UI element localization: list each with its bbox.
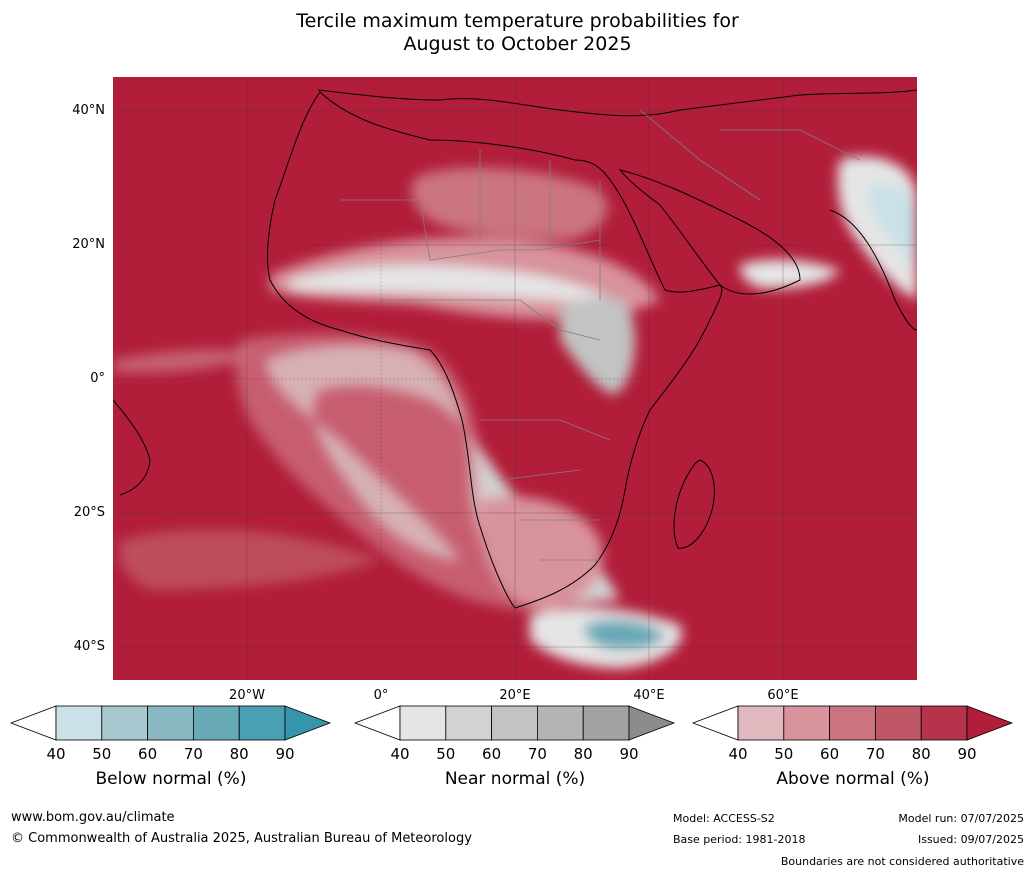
border-line (380, 299, 601, 341)
lon-label-40e: 40°E (633, 688, 665, 703)
above-normal-title: Above normal (%) (776, 769, 930, 789)
above-colorbar-tick: 80 (911, 745, 931, 763)
below-colorbar-extend-high (284, 705, 332, 741)
below-colorbar-tick: 90 (275, 745, 295, 763)
above-colorbar-segment (737, 705, 785, 741)
above-colorbar-segment (783, 705, 830, 741)
near-colorbar-tick: 40 (390, 745, 410, 763)
above-normal-colorbar (691, 705, 1014, 741)
footer-url[interactable]: www.bom.gov.au/climate (11, 810, 175, 825)
border-line (639, 109, 861, 201)
country-borders (340, 109, 861, 561)
lon-label-0: 0° (373, 688, 389, 703)
below-colorbar-segment (147, 705, 194, 741)
map-title-line1: Tercile maximum temperature probabilitie… (296, 10, 739, 32)
below-normal-title: Below normal (%) (95, 769, 247, 789)
south-atlantic-above-light (118, 529, 380, 590)
near-normal-colorbar (353, 705, 676, 741)
graticule (113, 77, 917, 680)
near-colorbar-segment (445, 705, 492, 741)
sahel-near-band (290, 264, 620, 305)
equatorial-above-light (113, 349, 260, 373)
footer-disclaimer: Boundaries are not considered authoritat… (780, 855, 1024, 868)
india-coastline (829, 209, 917, 331)
madagascar-coastline (673, 459, 715, 549)
footer-model-run: Model run: 07/07/2025 (898, 812, 1024, 825)
near-colorbar-segment (399, 705, 447, 741)
near-colorbar-tick: 70 (527, 745, 547, 763)
footer-issued: Issued: 09/07/2025 (917, 833, 1024, 846)
footer-base-period: Base period: 1981-2018 (673, 833, 806, 846)
lon-label-20e: 20°E (499, 688, 531, 703)
lat-label-20s: 20°S (73, 505, 105, 520)
above-colorbar-tick: 40 (728, 745, 748, 763)
lon-label-60e: 60°E (767, 688, 799, 703)
near-colorbar-tick: 60 (482, 745, 502, 763)
above-colorbar-extend-low (691, 705, 739, 741)
below-colorbar-extend-low (9, 705, 57, 741)
east-africa-near (560, 296, 635, 395)
europe-coastline (317, 89, 917, 117)
above-colorbar-tick: 60 (820, 745, 840, 763)
footer-copyright: © Commonwealth of Australia 2025, Austra… (11, 831, 472, 846)
arabian-sea-near (739, 259, 840, 289)
southern-africa-above-light (480, 496, 603, 610)
below-colorbar-tick: 80 (229, 745, 249, 763)
below-colorbar-segment (101, 705, 149, 741)
border-line (480, 419, 611, 561)
map-area (113, 77, 917, 680)
near-colorbar-segment (582, 705, 630, 741)
southern-ocean-below (584, 619, 665, 650)
below-colorbar-tick: 60 (138, 745, 158, 763)
south-america-coastline (113, 399, 151, 496)
above-colorbar-tick: 90 (957, 745, 977, 763)
above-colorbar-tick: 50 (774, 745, 794, 763)
border-line (479, 150, 601, 300)
near-normal-title: Near normal (%) (444, 769, 586, 789)
above-colorbar-segment (920, 705, 968, 741)
near-colorbar-extend-low (353, 705, 401, 741)
near-colorbar-tick: 90 (619, 745, 639, 763)
near-colorbar-tick: 80 (573, 745, 593, 763)
below-colorbar-tick: 50 (92, 745, 112, 763)
below-colorbar-tick: 40 (46, 745, 66, 763)
arabia-coastline (618, 169, 801, 295)
africa-coastline (267, 91, 723, 609)
above-colorbar-tick: 70 (865, 745, 885, 763)
lon-label-20w: 20°W (229, 688, 265, 703)
lat-label-40s: 40°S (73, 639, 105, 654)
near-colorbar-segment (537, 705, 584, 741)
below-colorbar-segment (192, 705, 240, 741)
footer-model: Model: ACCESS-S2 (673, 812, 775, 825)
near-colorbar-tick: 50 (436, 745, 456, 763)
sahara-above-light (411, 167, 608, 240)
below-colorbar-segment (238, 705, 286, 741)
lat-label-40n: 40°N (72, 103, 105, 118)
below-normal-colorbar (9, 705, 332, 741)
above-colorbar-segment (875, 705, 922, 741)
near-colorbar-extend-high (628, 705, 676, 741)
coastlines (113, 89, 917, 609)
below-colorbar-segment (55, 705, 103, 741)
above-colorbar-extend-high (966, 705, 1014, 741)
near-colorbar-segment (491, 705, 538, 741)
above-colorbar-segment (829, 705, 876, 741)
map-title-line2: August to October 2025 (403, 33, 632, 55)
lat-label-20n: 20°N (72, 237, 105, 252)
lat-label-0: 0° (90, 371, 105, 386)
map-title: Tercile maximum temperature probabilitie… (0, 10, 1035, 56)
india-below (867, 183, 917, 265)
atlantic-above-fringe (235, 333, 540, 610)
below-colorbar-tick: 70 (183, 745, 203, 763)
